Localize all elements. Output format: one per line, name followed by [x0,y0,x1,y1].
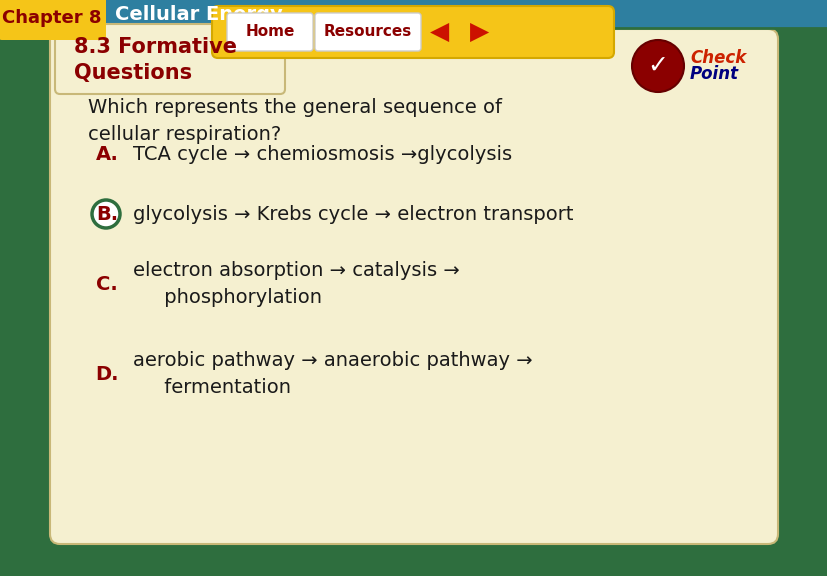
Text: Point: Point [689,65,739,83]
Text: Chapter 8: Chapter 8 [2,9,102,27]
Text: C.: C. [96,275,117,294]
FancyBboxPatch shape [227,13,313,51]
Text: ✓: ✓ [647,54,667,78]
FancyBboxPatch shape [0,0,106,40]
Circle shape [631,40,683,92]
Text: glycolysis → Krebs cycle → electron transport: glycolysis → Krebs cycle → electron tran… [133,204,573,223]
Text: aerobic pathway → anaerobic pathway →
     fermentation: aerobic pathway → anaerobic pathway → fe… [133,351,532,397]
Text: B.: B. [96,204,118,223]
Text: TCA cycle → chemiosmosis →glycolysis: TCA cycle → chemiosmosis →glycolysis [133,145,512,164]
FancyBboxPatch shape [55,24,284,94]
Text: Which represents the general sequence of
cellular respiration?: Which represents the general sequence of… [88,98,501,143]
Text: Home: Home [245,25,294,40]
FancyBboxPatch shape [212,6,614,58]
Circle shape [92,200,120,228]
Text: A.: A. [95,145,118,164]
Text: Check: Check [689,49,745,67]
Text: ▶: ▶ [470,20,489,44]
FancyBboxPatch shape [50,29,777,544]
Text: Cellular Energy: Cellular Energy [115,5,282,24]
FancyBboxPatch shape [62,65,278,85]
Text: Resources: Resources [323,25,412,40]
Text: ◀: ◀ [430,20,449,44]
FancyBboxPatch shape [314,13,420,51]
FancyBboxPatch shape [0,0,827,28]
Text: D.: D. [95,365,118,384]
Text: electron absorption → catalysis →
     phosphorylation: electron absorption → catalysis → phosph… [133,262,459,307]
Text: 8.3 Formative
Questions: 8.3 Formative Questions [74,37,237,84]
